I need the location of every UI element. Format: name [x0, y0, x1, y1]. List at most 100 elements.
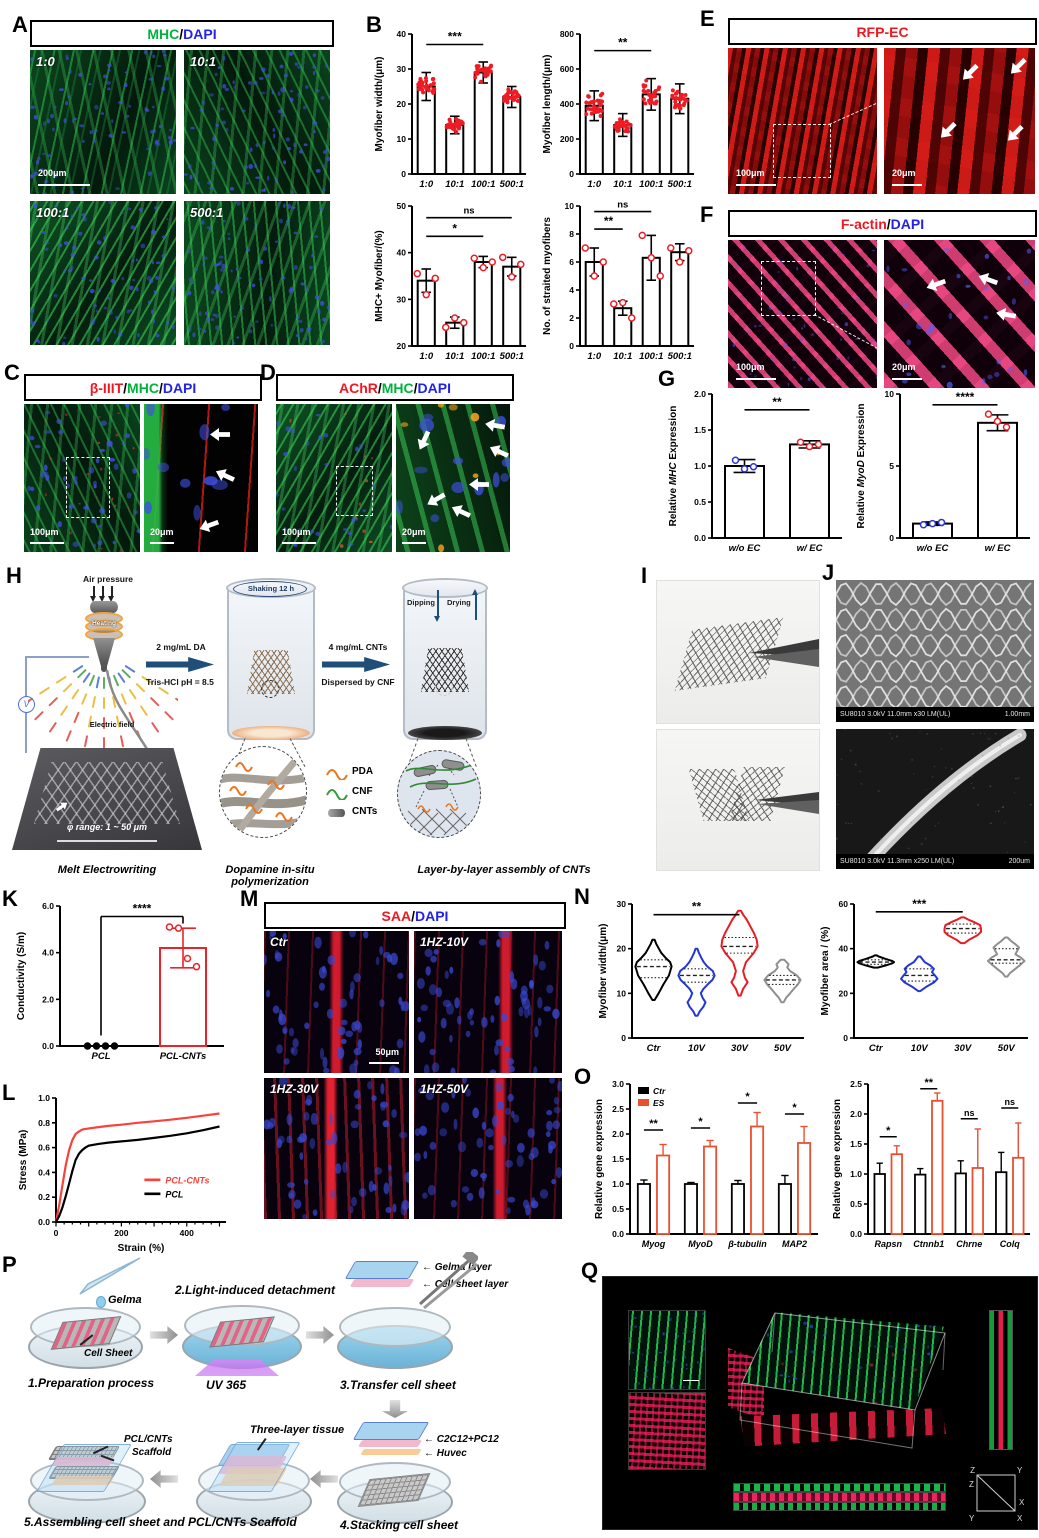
- volume-render: [728, 1308, 951, 1453]
- svg-text:Ctr: Ctr: [869, 1043, 884, 1054]
- dish-step5-stack: [196, 1442, 312, 1524]
- scalebar: [892, 377, 922, 380]
- svg-text:MAP2: MAP2: [782, 1239, 807, 1249]
- micrograph-f-zoom: 20μm: [884, 240, 1035, 388]
- dopamine-beaker: Shaking 12 h: [226, 578, 316, 740]
- svg-text:10V: 10V: [688, 1043, 706, 1054]
- sem-scale: 200um: [1008, 858, 1030, 865]
- svg-text:*: *: [745, 1091, 750, 1103]
- step2-caption: Dopamine in-situ polymerization: [225, 864, 315, 888]
- svg-text:w/ EC: w/ EC: [985, 543, 1011, 554]
- image-tag: 1HZ-10V: [420, 935, 469, 949]
- svg-text:Relative gene expression: Relative gene expression: [594, 1099, 605, 1219]
- uv-365-label: UV 365: [206, 1378, 247, 1392]
- header-mhc-label: MHC: [381, 379, 414, 396]
- svg-text:0.6: 0.6: [38, 1143, 50, 1153]
- header-mhc-label: MHC: [127, 379, 159, 396]
- arrow-marker: [1003, 122, 1026, 145]
- sem-fiber-image: SU8010 3.0kV 11.3mm x250 LM(UL) 200um: [836, 729, 1034, 869]
- svg-text:2.0: 2.0: [612, 1129, 624, 1139]
- svg-text:ES: ES: [653, 1098, 665, 1108]
- svg-text:800: 800: [560, 29, 574, 39]
- svg-text:20: 20: [617, 944, 627, 954]
- svg-text:20: 20: [397, 99, 407, 109]
- micrograph-c-overview: 100μm: [24, 404, 140, 552]
- air-arrowhead: [90, 596, 96, 602]
- svg-text:Myog: Myog: [642, 1239, 666, 1249]
- da-concentration-label: 2 mg/mL DA: [156, 642, 206, 652]
- panel-o-letter: O: [574, 1064, 592, 1089]
- micrograph-a-100-1: 100:1: [30, 201, 176, 345]
- svg-text:40: 40: [839, 944, 849, 954]
- scalebar-label: 100μm: [736, 168, 765, 178]
- svg-text:2.0: 2.0: [42, 994, 54, 1004]
- micrograph-m-1hz-10v: 1HZ-10V: [414, 931, 562, 1073]
- air-arrowhead: [99, 596, 105, 602]
- chart-myofiber-width-violin: 0 10 20 30 Myofiber width/(μm) Ctr 10V 30V 50V **: [596, 896, 810, 1058]
- svg-text:Ctnnb1: Ctnnb1: [913, 1239, 944, 1249]
- svg-text:100:1: 100:1: [471, 179, 495, 190]
- svg-text:0: 0: [54, 1228, 59, 1238]
- arrow-marker: [958, 60, 981, 83]
- panel-q-letter: Q: [581, 1258, 599, 1283]
- svg-text:0.5: 0.5: [612, 1204, 624, 1214]
- zoom-node-circle: [435, 678, 453, 696]
- svg-text:*: *: [452, 221, 457, 235]
- svg-text:30V: 30V: [954, 1043, 972, 1054]
- sem-single-fiber: [859, 729, 1027, 869]
- svg-text:MyoD: MyoD: [688, 1239, 713, 1249]
- gelma-layer-label: ← Gelma layer: [422, 1262, 492, 1273]
- svg-text:**: **: [618, 36, 628, 50]
- svg-text:50V: 50V: [774, 1043, 792, 1054]
- svg-text:***: ***: [448, 30, 462, 44]
- arrow-step2-to-3: [306, 1326, 334, 1344]
- cell-sheet-layer-label: ← Cell sheet layer: [422, 1279, 509, 1290]
- micrograph-m-1hz-50v: 1HZ-50V: [414, 1078, 562, 1219]
- svg-text:Rapsn: Rapsn: [874, 1239, 902, 1249]
- svg-text:**: **: [692, 900, 702, 914]
- scalebar-label: 20μm: [892, 168, 916, 178]
- header-biiit-label: β-IIIT: [89, 379, 124, 396]
- scalebar: [736, 183, 776, 186]
- panel-a-header: MHC / DAPI: [30, 20, 334, 47]
- header-sep: /: [413, 379, 418, 396]
- scalebar: [30, 541, 64, 544]
- cnt-assembly-zoom-circle: [397, 750, 481, 838]
- panel-c-letter: C: [4, 360, 20, 385]
- svg-text:w/o EC: w/o EC: [729, 543, 761, 554]
- dipping-arrow: [437, 590, 439, 616]
- micrograph-m-1hz-30v: 1HZ-30V: [264, 1078, 409, 1219]
- svg-text:PCL-CNTs: PCL-CNTs: [160, 1051, 207, 1062]
- huvec-label: ← Huvec: [424, 1448, 467, 1459]
- panel-b-letter: B: [366, 12, 382, 37]
- xy-view-red: [628, 1392, 706, 1470]
- panel-e-letter: E: [700, 6, 715, 31]
- roi-box: [336, 466, 374, 516]
- chart-straited-myofibers: 0 2 4 6 8 10 No. of straited myofibers 1:0 10:1 1…: [540, 198, 700, 366]
- shaking-label: Shaking 12 h: [247, 584, 295, 593]
- svg-text:2: 2: [569, 313, 574, 323]
- cnf-squiggle-icon: [326, 789, 348, 800]
- svg-text:400: 400: [560, 99, 574, 109]
- svg-text:0: 0: [401, 169, 406, 179]
- svg-text:1.5: 1.5: [694, 425, 706, 435]
- confocal-3d-montage: Z Y Z X Y X: [602, 1276, 1038, 1530]
- wire: [25, 713, 27, 753]
- micrograph-a-10-1: 10:1: [184, 50, 330, 194]
- svg-text:w/o EC: w/o EC: [917, 543, 949, 554]
- header-sep: /: [411, 907, 415, 924]
- image-tag: 1:0: [36, 54, 55, 69]
- svg-text:0.2: 0.2: [38, 1192, 50, 1202]
- diameter-underline: [57, 840, 157, 842]
- svg-text:6: 6: [569, 257, 574, 267]
- chart-myofiber-width: 0 10 20 30 40 Myofiber width/(μm) 1:0 10:1 100:1…: [372, 26, 532, 194]
- svg-text:10: 10: [617, 988, 627, 998]
- header-dapi-label: DAPI: [415, 907, 449, 924]
- dish-step3: [337, 1307, 453, 1369]
- svg-text:No. of straited myofibers: No. of straited myofibers: [542, 217, 553, 335]
- panel-l-letter: L: [2, 1080, 16, 1105]
- svg-text:w/ EC: w/ EC: [797, 543, 823, 554]
- header-saa-label: SAA: [381, 907, 412, 924]
- image-tag: 10:1: [190, 54, 217, 69]
- svg-text:ns: ns: [964, 1108, 975, 1118]
